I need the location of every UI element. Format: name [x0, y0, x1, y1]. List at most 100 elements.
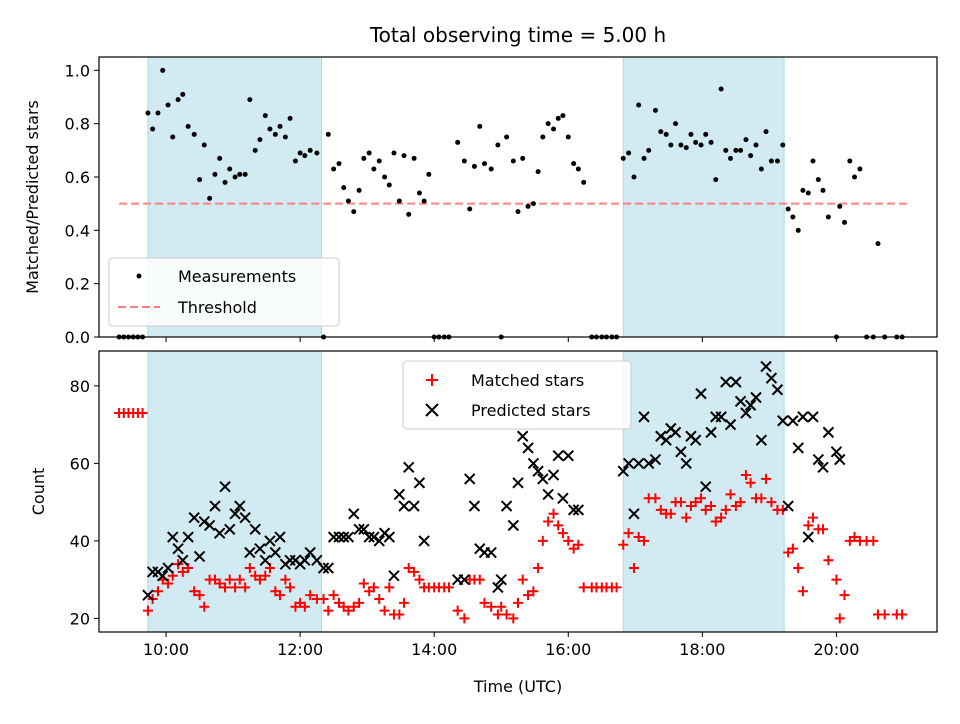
predicted-point [358, 523, 370, 535]
predicted-point [209, 500, 221, 512]
matched-point [633, 532, 644, 543]
predicted-point [567, 504, 580, 516]
data-point [708, 139, 714, 145]
data-point [232, 174, 238, 180]
predicted-point [500, 500, 513, 512]
data-point [636, 102, 642, 108]
predicted-point [458, 573, 471, 586]
matched-point [234, 574, 245, 585]
data-point [277, 123, 283, 129]
data-point [825, 214, 831, 220]
matched-point [675, 497, 686, 508]
data-point [336, 161, 342, 167]
matched-point [523, 590, 534, 601]
matched-point [665, 508, 676, 519]
predicted-point [393, 488, 406, 501]
predicted-point [705, 426, 717, 439]
data-point [212, 171, 218, 177]
predicted-point [643, 457, 655, 470]
predicted-point [542, 488, 554, 501]
data-point [718, 86, 724, 92]
predicted-point [333, 531, 345, 543]
data-point [551, 126, 557, 132]
predicted-point [342, 531, 355, 543]
predicted-point [162, 562, 174, 574]
data-point [191, 131, 197, 137]
data-point [774, 158, 780, 164]
y-tick-label: 60 [70, 454, 90, 473]
matched-point [486, 601, 497, 612]
predicted-point [198, 515, 210, 528]
predicted-point [254, 542, 266, 555]
matched-point [720, 504, 731, 515]
data-point [421, 198, 427, 204]
matched-point [492, 609, 503, 620]
matched-point [818, 524, 829, 535]
matched-point [710, 516, 721, 527]
data-point [504, 134, 510, 140]
matched-point [224, 574, 235, 585]
matched-point [254, 574, 265, 585]
plot-frame [98, 56, 938, 338]
data-point [753, 142, 759, 148]
data-point [411, 155, 417, 161]
data-point [723, 147, 729, 153]
predicted-point [353, 523, 365, 535]
x-axis-label: Time (UTC) [473, 677, 562, 696]
y-tick-label: 0.4 [65, 221, 90, 240]
data-point [780, 142, 786, 148]
matched-point [354, 597, 365, 608]
predicted-point [269, 546, 282, 559]
shaded-interval [622, 56, 785, 338]
matched-point [745, 477, 756, 488]
matched-point [756, 493, 767, 504]
data-point [560, 113, 566, 119]
data-point [292, 158, 298, 164]
data-point [396, 198, 402, 204]
data-point [678, 142, 684, 148]
matched-point [280, 574, 291, 585]
matched-point [834, 613, 845, 624]
data-point [768, 158, 774, 164]
y-tick-label: 0.8 [65, 115, 90, 134]
predicted-point [403, 461, 415, 473]
matched-point [358, 578, 369, 589]
matched-point [611, 582, 622, 593]
predicted-point [193, 550, 206, 563]
predicted-point [675, 446, 687, 458]
data-point [515, 209, 521, 215]
data-point [763, 129, 769, 135]
predicted-point [322, 562, 334, 574]
predicted-point [572, 504, 585, 516]
y-tick-label: 20 [70, 609, 90, 628]
matched-point [508, 613, 519, 624]
data-point [185, 123, 191, 129]
data-point [790, 214, 796, 220]
matched-point [563, 535, 574, 546]
data-point [631, 174, 637, 180]
data-point [545, 121, 551, 127]
predicted-point [655, 430, 667, 442]
predicted-point [817, 461, 829, 473]
predicted-point [547, 469, 560, 481]
data-point [175, 97, 181, 103]
predicted-point [777, 415, 789, 427]
data-point [401, 153, 407, 159]
predicted-point [782, 500, 794, 512]
predicted-point [177, 554, 189, 567]
predicted-point [468, 500, 481, 512]
predicted-point [485, 546, 497, 559]
predicted-point [617, 465, 629, 477]
matched-point [384, 582, 395, 593]
data-point [530, 201, 536, 207]
matched-point [831, 574, 842, 585]
matched-point [299, 601, 310, 612]
predicted-point [744, 399, 757, 411]
legend-label: Measurements [178, 267, 296, 286]
matched-point [700, 504, 711, 515]
predicted-point [522, 442, 534, 454]
matched-point [240, 582, 251, 593]
predicted-point [203, 519, 216, 532]
legend-marker-predicted [425, 403, 439, 417]
matched-point [501, 609, 512, 620]
